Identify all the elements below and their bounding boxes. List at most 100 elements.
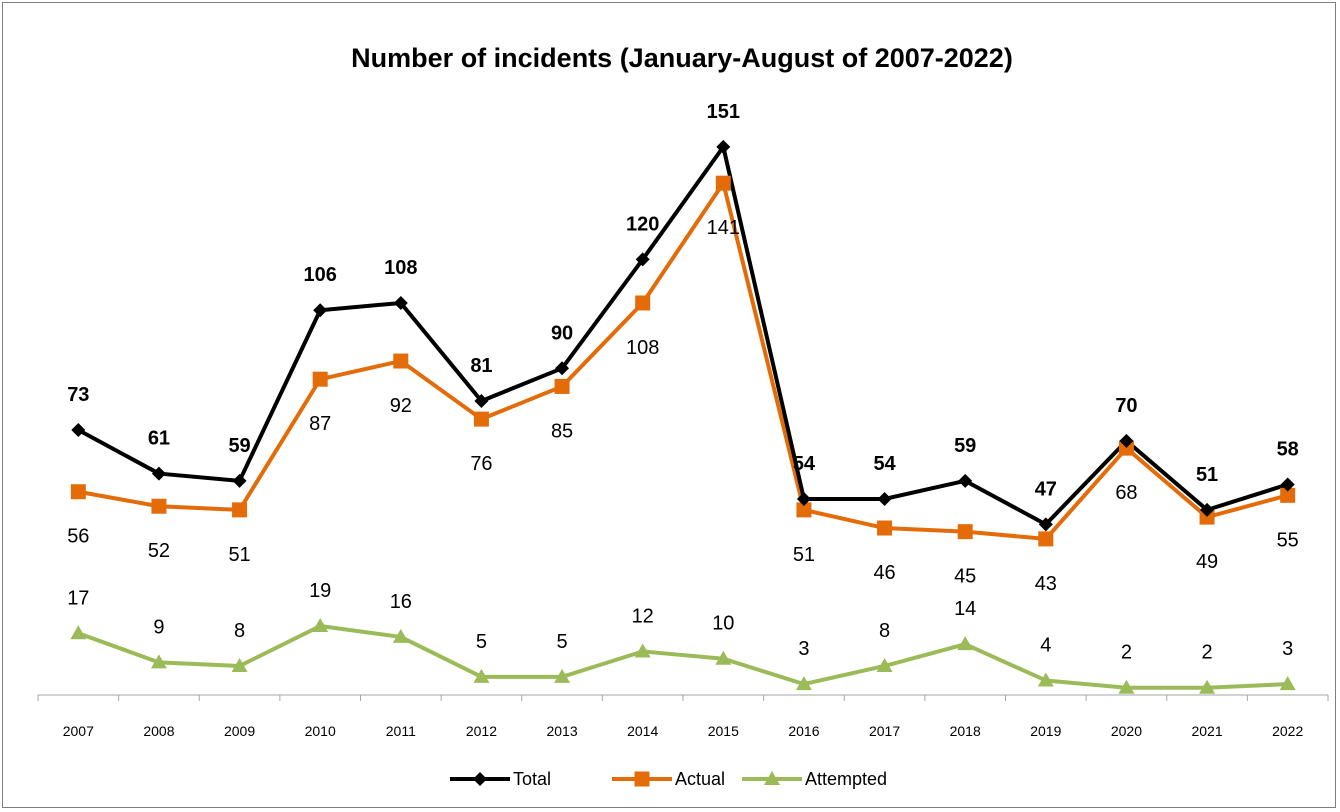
data-label-actual-2008: 52 (148, 540, 170, 562)
point-attempted-2020 (1118, 679, 1135, 694)
data-label-actual-2017: 46 (873, 562, 895, 584)
point-attempted-2014 (634, 643, 651, 658)
x-ticks (37, 695, 1329, 701)
point-total-2022 (1280, 477, 1295, 492)
data-label-attempted-2008: 9 (153, 616, 164, 638)
point-attempted-2011 (392, 628, 409, 643)
data-label-actual-2015: 141 (707, 217, 740, 239)
data-label-total-2009: 59 (228, 435, 250, 457)
point-total-2017 (877, 491, 892, 506)
data-label-actual-2009: 51 (228, 544, 250, 566)
x-tick-label-2007: 2007 (63, 723, 94, 739)
data-label-total-2008: 61 (148, 428, 170, 450)
x-tick-label-2010: 2010 (305, 723, 336, 739)
point-attempted-2022 (1279, 676, 1296, 691)
data-label-actual-2020: 68 (1115, 482, 1137, 504)
x-tick-label-2022: 2022 (1272, 723, 1303, 739)
point-total-2018 (958, 473, 973, 488)
point-total-2021 (1200, 502, 1215, 517)
x-tick-label-2012: 2012 (466, 723, 497, 739)
data-label-attempted-2007: 17 (67, 587, 89, 609)
data-label-total-2017: 54 (873, 453, 896, 475)
data-label-attempted-2022: 3 (1282, 638, 1293, 660)
point-attempted-2013 (554, 668, 571, 683)
series-markers (70, 139, 1296, 694)
data-label-total-2013: 90 (551, 322, 573, 344)
data-label-attempted-2011: 16 (390, 591, 412, 613)
series-line-attempted (77, 624, 1288, 690)
data-label-actual-2014: 108 (626, 337, 659, 359)
point-total-2007 (71, 423, 86, 438)
point-actual-2011 (393, 353, 409, 369)
data-label-total-2020: 70 (1115, 395, 1137, 417)
x-tick-label-2008: 2008 (143, 723, 174, 739)
point-actual-2019 (1038, 531, 1054, 547)
data-label-total-2014: 120 (626, 213, 659, 235)
data-label-total-2015: 151 (707, 101, 740, 123)
legend-marker-actual (634, 771, 650, 787)
point-attempted-2021 (1199, 679, 1216, 694)
point-total-2019 (1038, 517, 1053, 532)
data-label-attempted-2012: 5 (476, 631, 487, 653)
legend-marker-attempted (764, 771, 780, 785)
point-actual-2007 (70, 484, 86, 500)
x-tick-label-2013: 2013 (546, 723, 577, 739)
legend-label-total: Total (513, 769, 551, 789)
point-attempted-2018 (957, 636, 974, 651)
point-actual-2012 (473, 411, 489, 427)
data-label-total-2021: 51 (1196, 464, 1218, 486)
point-actual-2022 (1280, 487, 1296, 503)
x-tick-label-2018: 2018 (950, 723, 981, 739)
data-label-attempted-2009: 8 (234, 620, 245, 642)
point-total-2016 (796, 491, 811, 506)
point-actual-2018 (957, 524, 973, 540)
data-label-attempted-2016: 3 (798, 638, 809, 660)
point-attempted-2012 (473, 668, 490, 683)
data-label-attempted-2020: 2 (1121, 642, 1132, 664)
point-total-2011 (393, 295, 408, 310)
data-label-attempted-2019: 4 (1040, 634, 1051, 656)
point-actual-2014 (635, 295, 651, 311)
x-tick-label-2015: 2015 (708, 723, 739, 739)
data-label-actual-2016: 51 (793, 544, 815, 566)
point-actual-2010 (312, 371, 328, 387)
data-label-attempted-2017: 8 (879, 620, 890, 642)
point-attempted-2015 (715, 650, 732, 665)
data-label-actual-2012: 76 (470, 453, 492, 475)
point-actual-2020 (1118, 440, 1134, 456)
x-tick-labels: 2007 2008 2009 2010 2011 2012 2013 2014 2015 2016… (63, 723, 1304, 739)
data-label-attempted-2015: 10 (712, 613, 734, 635)
point-actual-2017 (877, 520, 893, 536)
point-attempted-2016 (795, 676, 812, 691)
point-total-2014 (635, 252, 650, 267)
data-label-total-2007: 73 (67, 384, 89, 406)
series-line-actual (77, 181, 1289, 541)
point-total-2010 (313, 303, 328, 318)
point-actual-2013 (554, 378, 570, 394)
data-label-attempted-2018: 14 (954, 598, 976, 620)
point-total-2012 (474, 393, 489, 408)
data-label-total-2018: 59 (954, 435, 976, 457)
x-tick-label-2017: 2017 (869, 723, 900, 739)
data-label-actual-2021: 49 (1196, 551, 1218, 573)
data-label-actual-2007: 56 (67, 526, 89, 548)
data-label-total-2011: 108 (384, 257, 417, 279)
point-attempted-2008 (150, 654, 167, 669)
point-attempted-2017 (876, 657, 893, 672)
data-label-actual-2018: 45 (954, 566, 976, 588)
data-label-actual-2019: 43 (1035, 573, 1057, 595)
point-total-2020 (1119, 433, 1134, 448)
x-tick-label-2016: 2016 (788, 723, 819, 739)
data-label-attempted-2021: 2 (1202, 642, 1213, 664)
point-total-2008 (151, 466, 166, 481)
point-actual-2016 (796, 502, 812, 518)
line-chart: Number of incidents (January-August of 2… (37, 43, 1329, 789)
point-total-2013 (555, 361, 570, 376)
point-attempted-2010 (312, 618, 329, 633)
data-label-total-2016: 54 (793, 453, 816, 475)
x-tick-label-2019: 2019 (1030, 723, 1061, 739)
point-actual-2015 (715, 175, 731, 191)
x-tick-label-2009: 2009 (224, 723, 255, 739)
point-total-2015 (716, 139, 731, 154)
